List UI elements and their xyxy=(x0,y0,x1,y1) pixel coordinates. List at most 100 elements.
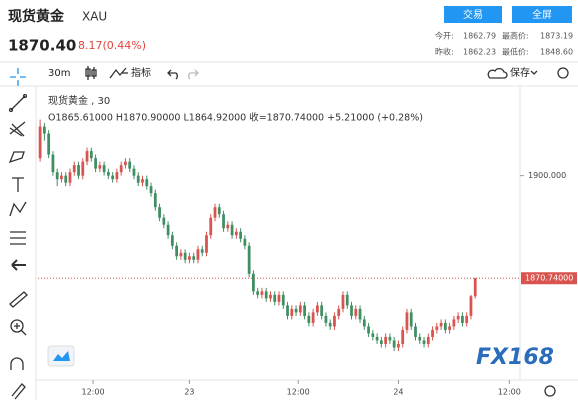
interval[interactable]: 30m xyxy=(48,68,70,79)
candle-body xyxy=(375,336,379,341)
candle-body xyxy=(260,291,264,295)
candle-body xyxy=(115,172,119,180)
candle-body xyxy=(226,224,230,229)
candle-body xyxy=(230,224,234,236)
candle-body xyxy=(358,308,362,320)
candle-body xyxy=(106,172,110,176)
chart-type-icon[interactable] xyxy=(85,66,97,80)
last-price-label: 1870.74000 xyxy=(525,274,573,283)
trade-button[interactable] xyxy=(444,6,502,23)
toggle-button[interactable] xyxy=(47,345,75,367)
candle-body xyxy=(85,151,89,162)
candle-body xyxy=(141,179,144,183)
candle-body xyxy=(337,308,341,316)
candle-body xyxy=(298,305,302,313)
candle-body xyxy=(473,278,477,297)
stat-label: 今开: xyxy=(435,31,454,41)
candle-body xyxy=(409,312,413,327)
stat-label: 昨收: xyxy=(435,47,454,57)
candle-body xyxy=(388,336,392,341)
candle-body xyxy=(188,256,191,260)
candle-body xyxy=(94,158,97,169)
candle-body xyxy=(320,305,324,316)
candle-body xyxy=(55,172,59,180)
candle-body xyxy=(422,340,426,344)
candle-body xyxy=(162,217,166,225)
stat-label: 最高价: xyxy=(502,31,529,41)
fullscreen-button[interactable] xyxy=(512,6,572,23)
candle-body xyxy=(431,329,434,337)
candle-body xyxy=(328,322,332,327)
candle-body xyxy=(213,207,217,218)
candle-body xyxy=(64,175,68,183)
redo-icon[interactable] xyxy=(188,69,199,80)
x-tick-label: 12:00 xyxy=(81,388,104,397)
candle-body xyxy=(183,252,187,260)
indicator-icon[interactable] xyxy=(109,67,128,79)
candle-body xyxy=(68,172,72,183)
y-tick-label: 1900.000 xyxy=(528,171,566,180)
cloud-icon[interactable] xyxy=(487,67,508,79)
candle-body xyxy=(456,315,460,320)
fullscreen-label[interactable]: 全屏 xyxy=(532,8,552,21)
candle-body xyxy=(222,214,225,229)
candle-body xyxy=(362,319,366,327)
candle-body xyxy=(170,235,174,246)
candle-body xyxy=(72,165,76,173)
candle-body xyxy=(128,161,132,169)
candle-body xyxy=(461,315,464,323)
candle-body xyxy=(405,312,409,330)
candle-body xyxy=(89,151,93,159)
candle-body xyxy=(316,305,319,313)
candle-body xyxy=(367,326,370,334)
candle-body xyxy=(217,207,221,215)
candle-body xyxy=(111,175,115,180)
candle-body xyxy=(252,273,255,292)
settings-icon[interactable] xyxy=(557,67,569,79)
candle-body xyxy=(264,291,268,299)
candle-body xyxy=(158,207,161,218)
candle-body xyxy=(136,175,140,183)
candle-body xyxy=(379,340,383,344)
candle-body xyxy=(435,326,439,330)
candle-body xyxy=(179,252,183,257)
candle-body xyxy=(234,231,238,236)
save[interactable]: 保存 xyxy=(510,66,530,79)
candle-body xyxy=(47,133,51,155)
stat-value: 1862.23 xyxy=(463,48,496,57)
candle-body xyxy=(290,308,294,316)
candle-body xyxy=(153,193,157,208)
sidebar-icons[interactable] xyxy=(8,68,28,400)
candle-body xyxy=(175,245,179,257)
candle-body xyxy=(124,161,127,166)
candle-body xyxy=(397,343,400,348)
candle-body xyxy=(371,333,375,337)
stat-value: 1862.79 xyxy=(463,32,496,41)
x-tick-label: 12:00 xyxy=(287,388,310,397)
candle-body xyxy=(98,165,102,169)
caret-icon[interactable] xyxy=(530,70,538,75)
title: 现货黄金 xyxy=(8,8,65,25)
candle-body xyxy=(286,305,289,316)
candle-body xyxy=(439,322,443,327)
candle-body xyxy=(448,326,452,330)
candle-body xyxy=(60,175,63,180)
undo-icon[interactable] xyxy=(167,69,178,80)
candle-body xyxy=(205,235,208,253)
trade-label[interactable]: 交易 xyxy=(463,8,483,21)
symbol: XAU xyxy=(82,10,107,24)
candle-body xyxy=(354,308,358,316)
stat-value: 1873.19 xyxy=(540,32,573,41)
candle-body xyxy=(273,294,277,302)
last-price-box xyxy=(521,272,577,285)
candle-body xyxy=(43,126,46,134)
candle-body xyxy=(345,294,349,306)
candle-body xyxy=(77,165,80,176)
candle-body xyxy=(38,126,42,159)
candle-body xyxy=(333,315,336,327)
x-tick-label: 24 xyxy=(393,388,403,397)
axis-settings-icon[interactable] xyxy=(544,385,556,397)
indicators[interactable]: 指标 xyxy=(131,66,151,79)
